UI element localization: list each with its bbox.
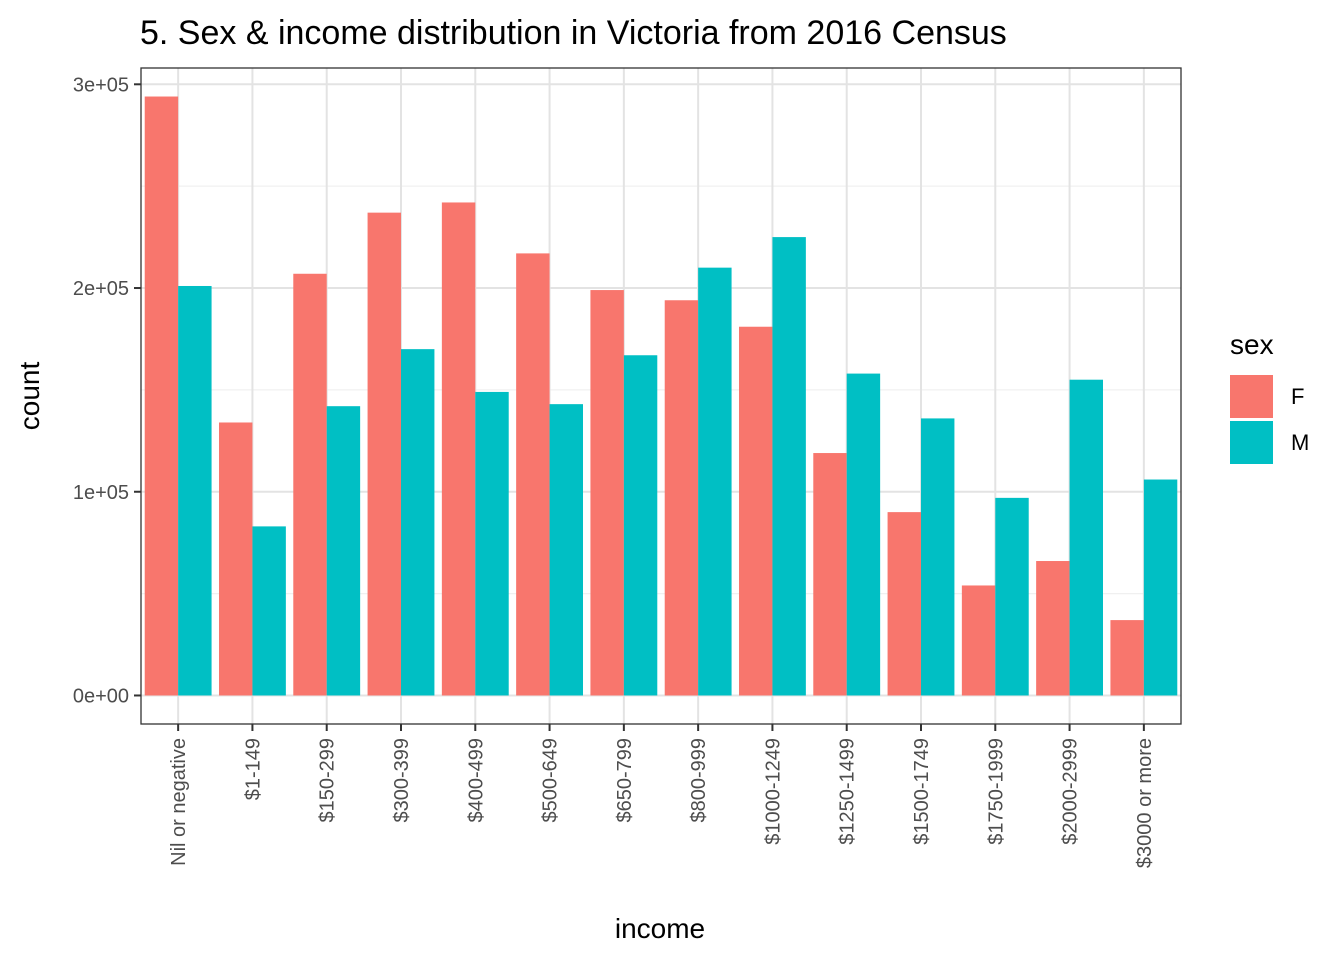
y-tick-label: 2e+05 [73, 278, 129, 300]
bar-f-500-649 [516, 253, 550, 696]
bar-m-1250-1499 [846, 373, 881, 696]
y-tick-label: 3e+05 [73, 74, 129, 96]
bar-m-1750-1999 [995, 497, 1029, 696]
x-tick-label: $1250-1499 [837, 738, 859, 845]
plot-border [140, 67, 1182, 725]
x-tick-label: $2000-2999 [1060, 738, 1082, 845]
bar-f-2000-2999 [1036, 561, 1070, 696]
y-tick-label: 0e+00 [73, 685, 129, 707]
bar-f-1750-1999 [961, 585, 996, 696]
bar-m-1500-1749 [921, 418, 955, 696]
bar-f-1250-1499 [813, 453, 847, 696]
x-tick-label: $1-149 [242, 738, 264, 800]
bar-f-nil-or-negative [144, 96, 179, 696]
bar-m-150-299 [326, 406, 361, 696]
plot-area [140, 67, 1182, 725]
bar-f-3000-or-more [1110, 620, 1144, 696]
x-tick-label: $800-999 [688, 738, 710, 823]
legend-label-m: M [1291, 430, 1309, 455]
x-tick-label: $150-299 [317, 738, 339, 823]
bar-m-3000-or-more [1143, 479, 1178, 696]
bar-f-150-299 [293, 273, 327, 696]
x-tick-label: $3000 or more [1134, 738, 1156, 868]
legend-title: sex [1230, 329, 1274, 360]
x-tick-label: $500-649 [540, 738, 562, 823]
legend-key-m [1230, 421, 1273, 464]
bar-m-650-799 [623, 355, 658, 696]
bar-m-1-149 [252, 526, 286, 696]
y-axis-title: count [14, 362, 45, 431]
bar-m-2000-2999 [1069, 379, 1103, 696]
bar-f-400-499 [441, 202, 476, 696]
legend: sex FM [1230, 329, 1309, 464]
x-tick-label: $1000-1249 [762, 738, 784, 845]
bar-f-800-999 [664, 300, 699, 696]
x-tick-label: $650-799 [614, 738, 636, 823]
x-tick-label: Nil or negative [168, 738, 190, 866]
bar-m-500-649 [549, 404, 583, 696]
bar-m-400-499 [475, 391, 509, 696]
bar-m-1000-1249 [772, 237, 806, 696]
x-tick-label: $400-499 [465, 738, 487, 823]
x-tick-label: $1500-1749 [911, 738, 933, 845]
x-tick-label: $1750-1999 [985, 738, 1007, 845]
x-tick-label: $300-399 [391, 738, 413, 823]
legend-key-f [1230, 375, 1273, 418]
chart-title: 5. Sex & income distribution in Victoria… [140, 14, 1007, 52]
y-tick-label: 1e+05 [73, 482, 129, 504]
bar-m-300-399 [401, 349, 435, 696]
bar-m-800-999 [698, 267, 732, 696]
bar-f-1000-1249 [739, 326, 773, 696]
bar-m-nil-or-negative [178, 285, 212, 696]
bar-f-1500-1749 [887, 512, 921, 696]
x-axis-title: income [615, 913, 705, 944]
bar-f-650-799 [590, 290, 624, 696]
bar-f-300-399 [367, 212, 401, 696]
bar-f-1-149 [219, 422, 253, 696]
legend-label-f: F [1291, 384, 1304, 409]
